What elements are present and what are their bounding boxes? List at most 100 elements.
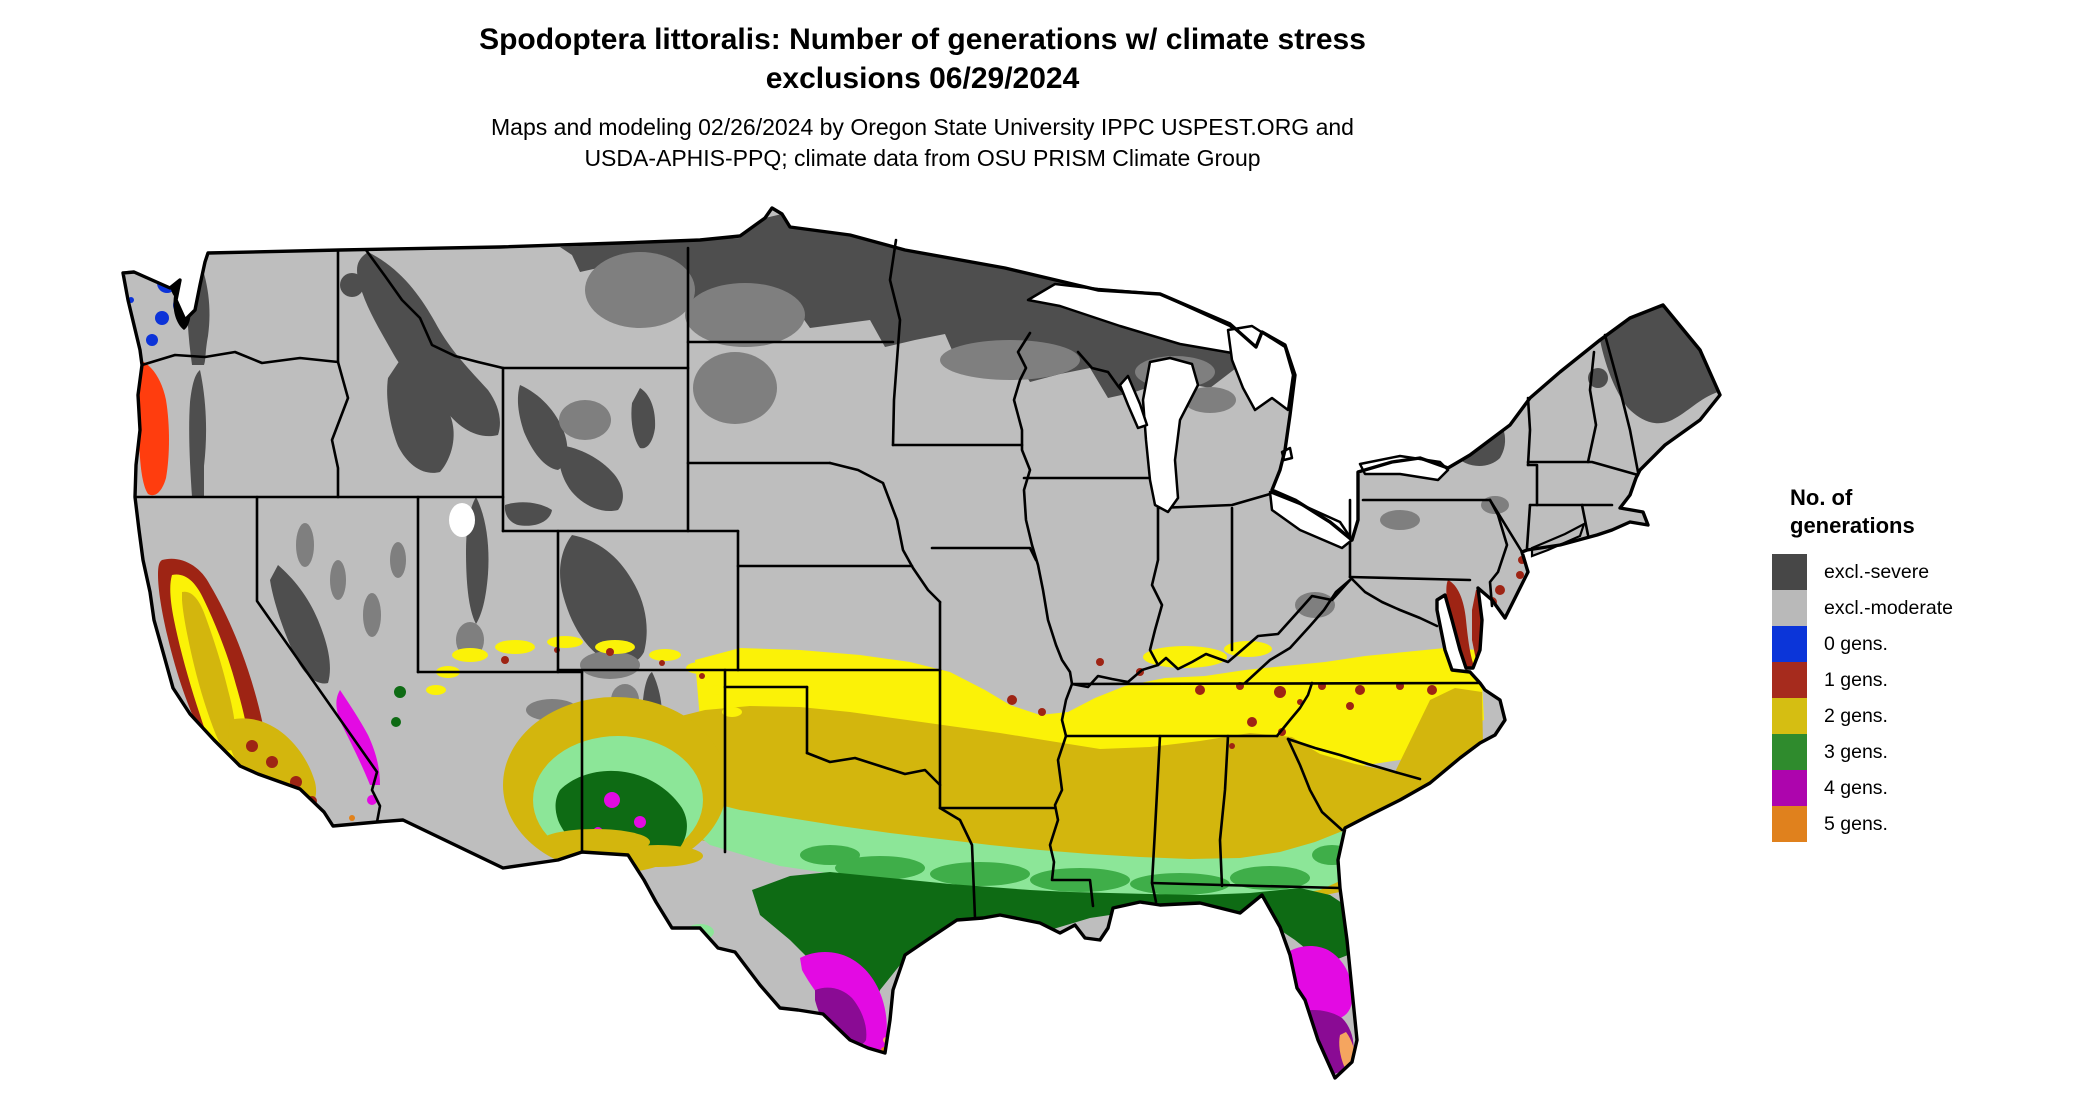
legend-item: 2 gens. — [1772, 698, 2072, 734]
chesapeake-west-red — [1446, 580, 1474, 668]
raster-regions — [128, 214, 1718, 1106]
border-ohio-river — [1070, 578, 1352, 689]
midgray-pa-ridges — [1380, 510, 1420, 530]
midgray-dakota — [685, 283, 805, 347]
legend-item: 0 gens. — [1772, 626, 2072, 662]
figure-title-line2: exclusions 06/29/2024 — [765, 62, 1080, 95]
legend: No. of generations excl.-severe excl.-mo… — [1772, 484, 2072, 842]
border-il-in — [1148, 506, 1164, 667]
legend-swatch-4-gens — [1772, 770, 1807, 806]
us-generations-map — [121, 206, 1722, 1106]
border-vt-nh — [1586, 350, 1598, 464]
severe-adirondacks — [1447, 409, 1506, 466]
border-vt-ny — [1526, 396, 1532, 467]
legend-item: 3 gens. — [1772, 734, 2072, 770]
legend-label: 0 gens. — [1824, 632, 1888, 655]
border-me-nh — [1603, 333, 1640, 474]
midgray-nevada-4 — [390, 542, 406, 578]
severe-idaho-central — [387, 360, 454, 473]
legend-label: 1 gens. — [1824, 668, 1888, 691]
state-borders — [133, 238, 1640, 920]
legend-swatch-1-gens — [1772, 662, 1807, 698]
great-lakes — [1026, 282, 1450, 550]
severe-sierra-nevada — [270, 565, 330, 684]
severe-montana-idaho-rockies — [357, 252, 500, 437]
midgray-nevada-1 — [296, 523, 314, 567]
border-mississippi-river — [1012, 331, 1095, 908]
region-south-texas-4-gens-dark — [815, 987, 867, 1048]
legend-swatch-excl-moderate — [1772, 590, 1807, 626]
legend-item: excl.-moderate — [1772, 590, 2072, 626]
severe-wyoming-south — [558, 445, 623, 512]
severe-colorado-rockies — [560, 535, 647, 665]
midgray-lower-mi — [1184, 387, 1236, 413]
channel-island-1 — [242, 795, 258, 801]
yellow-kentucky-patch2 — [1224, 641, 1272, 657]
border-tn-nc — [1275, 681, 1314, 738]
green-bay — [1118, 374, 1149, 430]
or-coast-1-gen — [138, 360, 169, 496]
border-ga-sc — [1286, 737, 1344, 832]
florida-5-gens-dot — [1298, 1008, 1306, 1016]
border-missouri-river — [828, 461, 942, 604]
channel-island-2 — [264, 801, 276, 807]
midgray-nevada-3 — [363, 593, 381, 637]
border-nj-ny — [1488, 498, 1524, 554]
border-mi-south — [1156, 492, 1272, 510]
legend-swatch-0-gens — [1772, 626, 1807, 662]
border-red-river-north — [888, 238, 902, 447]
figure-header: Spodoptera littoralis: Number of generat… — [0, 20, 1845, 174]
generation-bands — [622, 641, 1484, 1078]
legend-label: excl.-severe — [1824, 560, 1930, 583]
imperial-5-gens — [349, 815, 355, 821]
midgray-mn-wi — [940, 340, 1080, 380]
ca-valley-gold — [182, 591, 236, 751]
legend-title-line1: No. of — [1790, 485, 1853, 510]
figure-subtitle-line2: USDA-APHIS-PPQ; climate data from OSU PR… — [584, 145, 1261, 171]
legend-title-line2: generations — [1790, 513, 1915, 538]
legend-swatch-2-gens — [1772, 698, 1807, 734]
river-3-gens-dot1 — [394, 686, 406, 698]
legend-swatch-5-gens — [1772, 806, 1807, 842]
legend-label: 5 gens. — [1824, 812, 1888, 835]
severe-selkirks — [340, 273, 364, 297]
lake-michigan — [1141, 356, 1200, 514]
border-ma-west — [1526, 463, 1539, 507]
legend-item: 5 gens. — [1772, 806, 2072, 842]
legend-label: 2 gens. — [1824, 704, 1888, 727]
legend-swatch-excl-severe — [1772, 554, 1807, 590]
border-ct-ri — [1580, 503, 1590, 537]
legend-item: excl.-severe — [1772, 554, 2072, 590]
border-vtnh-ma — [1526, 460, 1640, 477]
border-potomac — [1348, 575, 1439, 628]
lake-ontario — [1358, 454, 1450, 482]
river-3-gens-dot2 — [391, 717, 401, 727]
figure-title-line1: Spodoptera littoralis: Number of generat… — [479, 23, 1366, 56]
midgray-co-south — [580, 651, 640, 679]
legend-title: No. of generations — [1790, 484, 2072, 540]
legend-label: excl.-moderate — [1824, 596, 1953, 619]
border-or-id — [330, 360, 350, 499]
az-4-gens-spot1 — [604, 792, 620, 808]
severe-bighorn — [631, 388, 656, 449]
legend-item: 4 gens. — [1772, 770, 2072, 806]
border-nc-sc — [1286, 737, 1422, 781]
border-ca-nv-az — [255, 495, 382, 824]
az-4-gens-spot2 — [634, 816, 646, 828]
border-la-west — [938, 806, 977, 920]
border-pa-md — [1348, 575, 1472, 582]
legend-swatch-3-gens — [1772, 734, 1807, 770]
figure-subtitle: Maps and modeling 02/26/2024 by Oregon S… — [0, 112, 1845, 174]
border-red-river — [805, 751, 942, 787]
legend-label: 4 gens. — [1824, 776, 1888, 799]
legend-item: 1 gens. — [1772, 662, 2072, 698]
midgray-nevada-2 — [330, 560, 346, 600]
severe-cascades-or — [189, 370, 207, 497]
midgray-wyoming — [559, 400, 611, 440]
channel-island-3 — [287, 803, 297, 809]
conus-outline — [121, 206, 1722, 1080]
florida-keys-5-gens — [1277, 1082, 1359, 1106]
border-ky-tn-va-nc — [1070, 681, 1482, 686]
severe-uintas — [504, 502, 552, 526]
